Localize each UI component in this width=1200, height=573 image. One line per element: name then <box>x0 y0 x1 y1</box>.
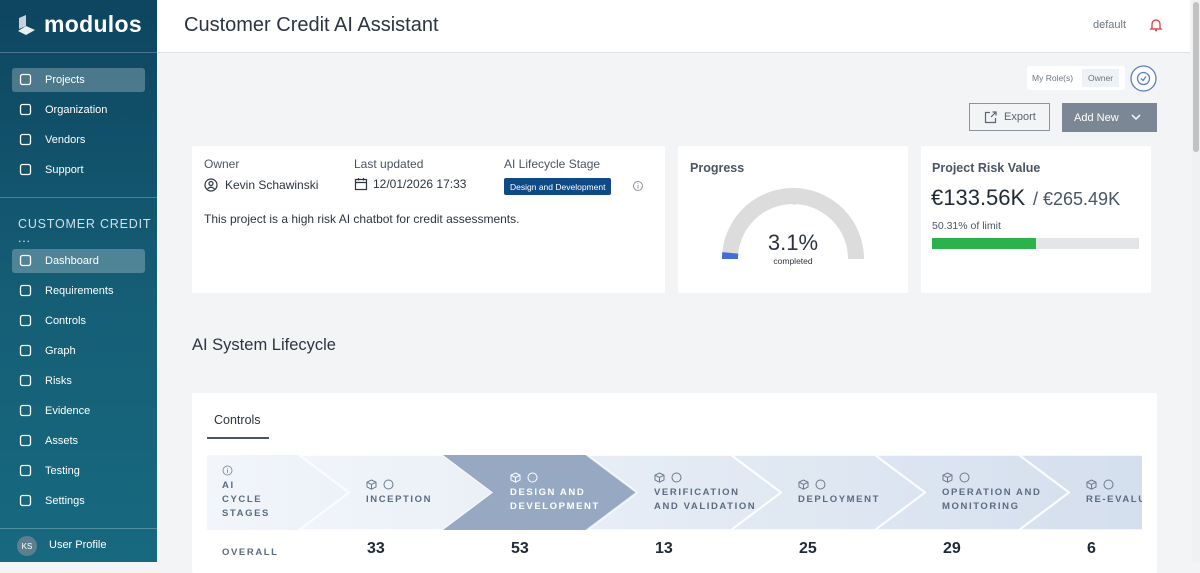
overall-count: 29 <box>943 540 961 558</box>
overall-count: 13 <box>655 540 673 558</box>
overall-row: 33 53 13 25 29 6 <box>0 0 1142 562</box>
overall-count: 53 <box>511 540 529 558</box>
bell-icon[interactable] <box>1148 17 1164 33</box>
overall-count: 33 <box>367 540 385 558</box>
overall-count: 6 <box>1087 540 1096 558</box>
overall-count: 25 <box>799 540 817 558</box>
scrollbar[interactable] <box>1192 0 1200 562</box>
